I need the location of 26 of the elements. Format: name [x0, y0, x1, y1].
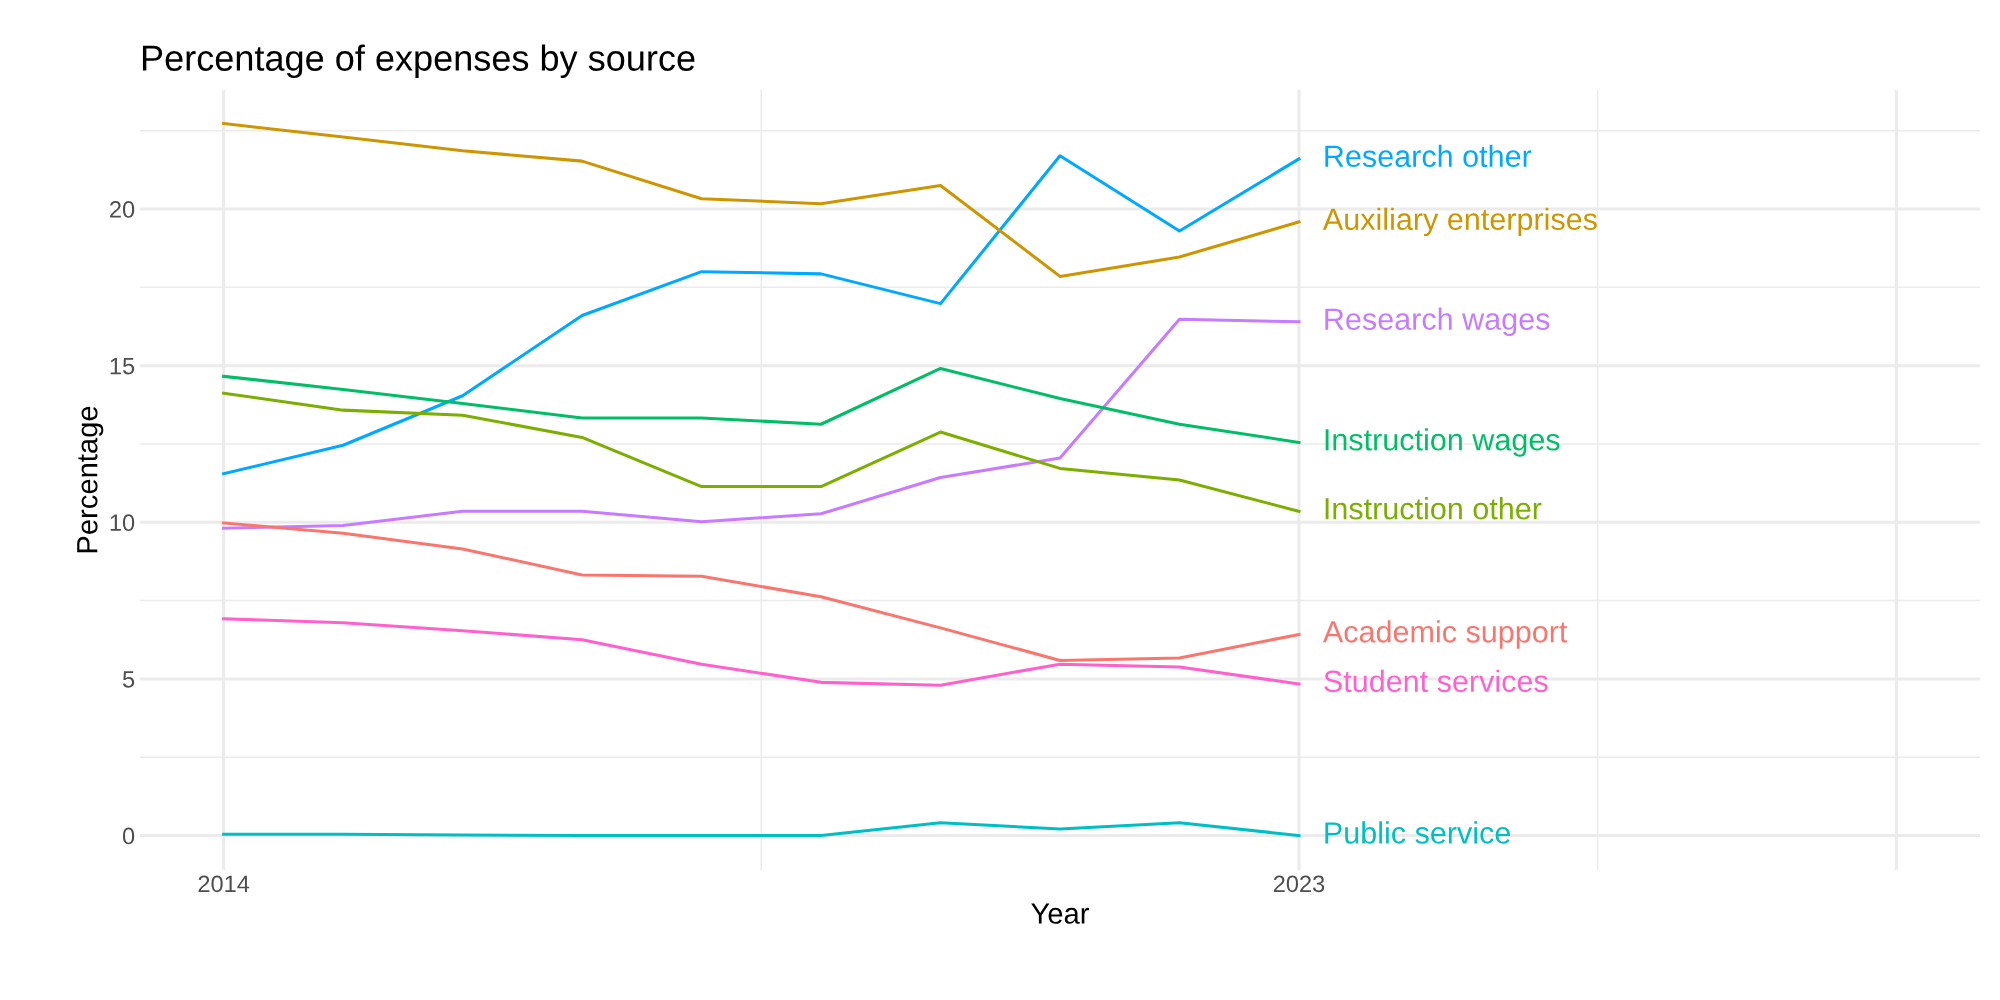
y-tick-label: 0 — [122, 827, 135, 845]
line-series — [222, 391, 1301, 513]
y-axis-title: Percentage — [77, 406, 104, 553]
series-label: Instruction wages — [1325, 428, 1560, 457]
series-label: Instruction other — [1325, 497, 1542, 520]
line-series — [222, 121, 1301, 278]
line-series — [222, 154, 1301, 476]
line-series — [222, 821, 1301, 838]
series-label: Research other — [1325, 144, 1532, 168]
series-label: Student services — [1324, 669, 1548, 693]
series-label: Public service — [1325, 821, 1510, 844]
series-label: Auxiliary enterprises — [1322, 207, 1597, 237]
y-tick-label: 5 — [122, 671, 135, 688]
x-tick-label: 2023 — [1273, 875, 1325, 893]
chart-title: Percentage of expenses by source — [142, 44, 695, 79]
line-series — [222, 317, 1301, 530]
y-tick-label: 20 — [110, 201, 135, 218]
x-tick-label: 2014 — [198, 875, 250, 893]
line-series — [222, 617, 1301, 687]
y-tick-label: 10 — [110, 514, 135, 532]
x-axis-title: Year — [1031, 903, 1089, 924]
y-tick-label: 15 — [110, 357, 135, 375]
line-series — [222, 366, 1301, 444]
series-label: Academic support — [1322, 620, 1568, 649]
line-series — [222, 521, 1301, 662]
series-label: Research wages — [1325, 307, 1550, 337]
